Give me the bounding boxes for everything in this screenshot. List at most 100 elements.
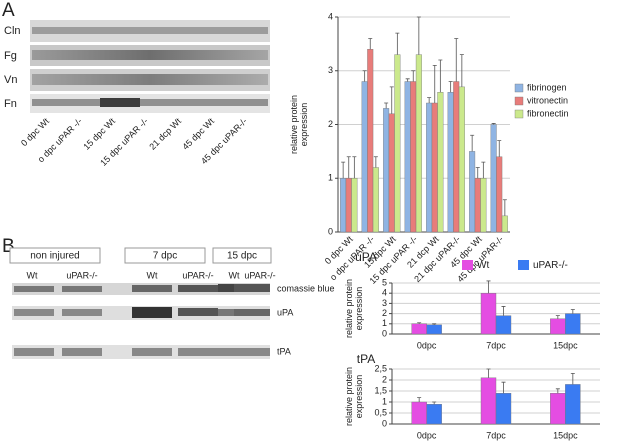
bar [431,102,438,233]
legend-label: fibrinogen [527,82,567,92]
group-box [124,247,206,264]
x-tick-label: 7dpc [486,340,506,350]
bar [411,401,427,425]
error-bar [570,309,575,314]
error-bar [417,322,422,324]
y-tick-label: 0 [382,328,387,338]
error-bar [501,381,506,394]
error-bar [341,161,346,179]
legend-label: vitronectin [527,95,568,105]
blot-row-label: comassie blue [277,283,335,293]
legend-label: fibronectin [527,108,569,118]
y-tick-label: 1 [382,396,387,406]
bar [565,313,581,335]
lane-label: Wt [229,270,240,280]
bar [426,404,442,425]
chart-title: uPA [355,250,377,264]
error-bar [427,97,432,103]
bar [345,178,352,233]
error-bar [555,388,560,394]
error-bar [486,280,491,294]
error-bar [491,123,496,125]
bar [415,54,422,233]
bar [447,92,454,233]
bar [495,393,512,425]
y-axis-label: relative proteinexpression [344,279,364,338]
y-tick-label: 2 [382,374,387,384]
y-tick-label: 4 [328,11,333,21]
error-bar [432,323,437,325]
bar [480,293,497,335]
legend-swatch [514,109,524,119]
error-bar [570,373,575,385]
y-tick-label: 0 [328,226,333,236]
error-bar [432,401,437,405]
error-bar [475,167,480,179]
bar [383,108,390,233]
error-bar [555,315,560,319]
y-tick-label: 0,5 [374,407,387,417]
error-bar [368,38,373,50]
error-bar [416,16,421,55]
chart-title: tPA [357,352,375,366]
y-tick-label: 2 [382,308,387,318]
blot-row-label: uPA [277,307,293,317]
y-tick-label: 3 [382,298,387,308]
bar [404,81,411,233]
y-axis-label: relative proteinexpression [289,95,309,154]
legend-swatch [518,260,529,270]
bar [458,86,465,233]
lane-label: uPAR-/- [244,270,275,280]
blot-row-label: Fn [4,98,17,110]
blot-b [12,283,270,359]
legend-swatch [514,96,524,106]
lane-label: uPAR-/- [66,270,97,280]
bar [388,113,395,233]
panel-label: A [2,0,15,21]
error-bar [362,70,367,82]
y-tick-label: 2,5 [374,363,387,373]
y-tick-label: 2 [328,119,333,129]
bar [501,215,508,233]
bar [372,167,379,233]
legend-label: uPAR-/- [533,260,568,271]
y-axis-label: relative proteinexpression [344,367,364,426]
x-tick-label: 0dpc [417,340,437,350]
legend-swatch [514,83,524,93]
bar [550,393,566,425]
lane-label: 21 dcp Wt [147,116,183,152]
x-tick-label: 15dpc [553,340,578,350]
group-box [212,247,272,264]
blot-row-label: Cln [4,25,21,37]
bar [453,81,460,233]
legend-swatch [462,260,473,270]
error-bar [432,64,437,103]
y-tick-label: 4 [382,288,387,298]
error-bar [384,102,389,109]
error-bar [395,32,400,55]
y-tick-label: 0 [382,418,387,428]
bar [437,92,444,233]
error-bar [454,38,459,82]
bar [496,156,503,233]
lane-label: Wt [147,270,158,280]
x-tick-label: 15dpc [553,430,578,440]
group-box [9,247,101,264]
bar [426,102,433,233]
legend-label: Wt [477,260,489,271]
error-bar [389,86,394,114]
blot-row-label: tPA [277,346,291,356]
error-bar [373,156,378,168]
error-bar [502,199,507,216]
bar [411,323,427,335]
x-tick-label: 0dpc [417,430,437,440]
error-bar [352,156,357,179]
bar [469,151,476,233]
bar [495,315,512,335]
group-label: 7 dpc [153,251,177,262]
group-label: 15 dpc [227,251,257,262]
bar [394,54,401,233]
bar [550,318,566,335]
y-tick-label: 1 [382,318,387,328]
